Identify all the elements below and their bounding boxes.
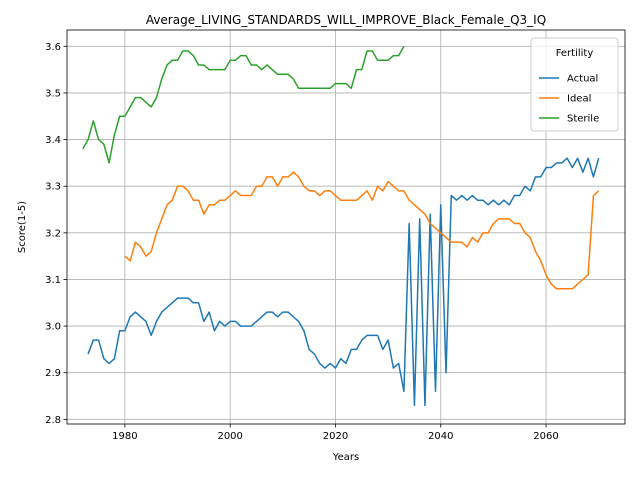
y-tick-label: 3.0 <box>45 322 61 333</box>
legend-label-ideal: Ideal <box>567 94 591 105</box>
y-axis-label: Score(1-5) <box>17 201 28 253</box>
y-tick-label: 3.6 <box>45 42 61 53</box>
y-tick-label: 3.1 <box>45 275 61 286</box>
ticks: 1980 2000 2020 2040 2060 2.8 2.9 3.0 3.1 3.2 3.3 3.… <box>45 42 559 442</box>
plot-frame <box>66 29 626 425</box>
legend-box <box>530 37 619 132</box>
legend-label-actual: Actual <box>567 74 598 85</box>
y-tick-label: 3.4 <box>45 135 61 146</box>
series-layer <box>82 45 600 407</box>
legend-title: Fertility <box>556 48 594 59</box>
legend-items: Actual Ideal Sterile <box>539 74 599 125</box>
chart-title: Average_LIVING_STANDARDS_WILL_IMPROVE_Bl… <box>146 13 546 27</box>
x-tick-label: 2020 <box>323 431 348 442</box>
legend: Fertility Actual Ideal Sterile <box>530 37 619 132</box>
x-axis-label: Years <box>332 452 359 463</box>
y-tick-label: 3.3 <box>45 182 61 193</box>
x-tick-label: 2000 <box>217 431 242 442</box>
y-tick-label: 3.5 <box>45 88 61 99</box>
y-tick-label: 2.9 <box>45 368 61 379</box>
y-tick-label: 3.2 <box>45 228 61 239</box>
series-line-ideal <box>124 171 600 290</box>
x-tick-label: 2060 <box>533 431 558 442</box>
x-tick-label: 2040 <box>428 431 453 442</box>
y-tick-label: 2.8 <box>45 415 61 426</box>
series-line-actual <box>87 157 600 407</box>
legend-label-sterile: Sterile <box>567 114 599 125</box>
series-line-sterile <box>82 45 405 164</box>
x-tick-label: 1980 <box>112 431 137 442</box>
